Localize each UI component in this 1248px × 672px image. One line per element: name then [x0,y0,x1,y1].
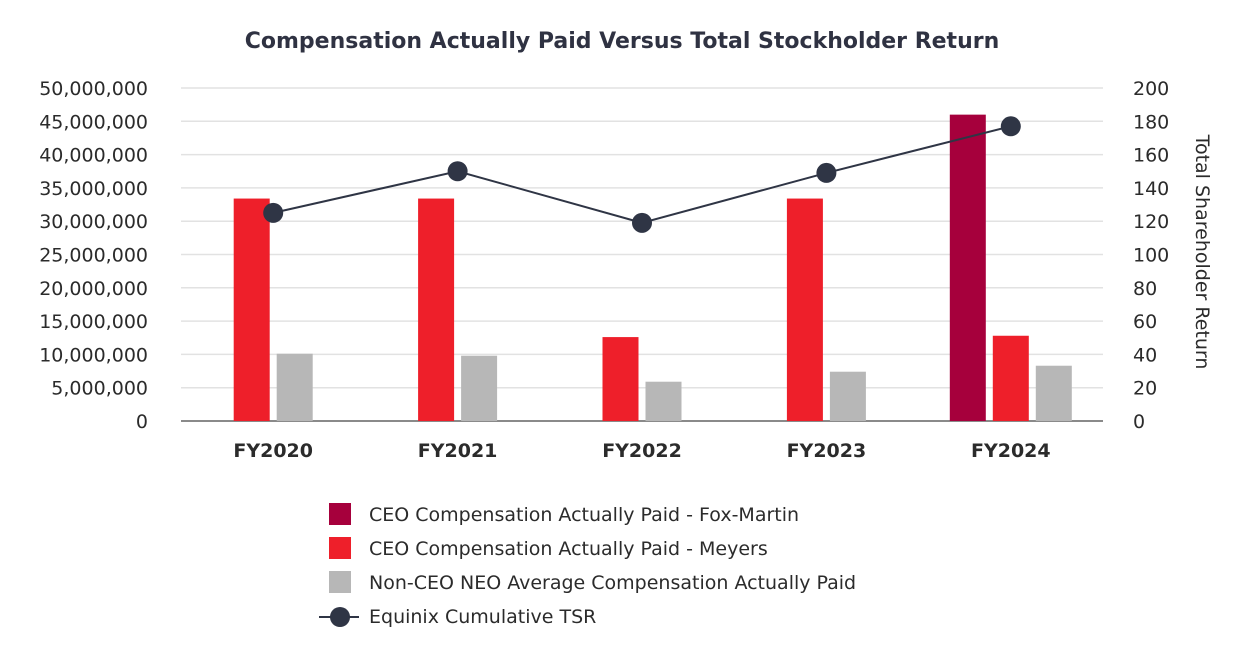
left-tick-label: 45,000,000 [39,111,148,133]
bar-fy2024 [992,335,1029,421]
legend-swatch [329,571,351,593]
left-tick-label: 30,000,000 [39,211,148,233]
bars [233,114,1072,421]
tsr-line [263,116,1021,233]
right-axis: 0 20 40 60 80 100 120 140 160 180 200 [1133,78,1169,433]
x-tick-label: FY2022 [602,440,682,462]
tsr-point [1000,116,1021,137]
bar-fy2023 [786,198,823,421]
left-tick-label: 0 [136,411,148,433]
right-tick-label: 0 [1133,411,1145,433]
left-tick-label: 10,000,000 [39,344,148,366]
right-tick-label: 160 [1133,145,1169,167]
right-tick-label: 120 [1133,211,1169,233]
bar-fy2024 [1035,365,1072,421]
tsr-line-path [272,125,1012,224]
x-axis: FY2020 FY2021 FY2022 FY2023 FY2024 [233,440,1050,462]
right-tick-label: 20 [1133,378,1157,400]
x-tick-label: FY2024 [971,440,1051,462]
bar-fy2021 [418,198,455,421]
bar-fy2022 [645,381,682,421]
tsr-point [447,161,468,182]
legend: CEO Compensation Actually Paid - Fox-Mar… [319,503,856,628]
x-tick-label: FY2023 [787,440,867,462]
right-axis-label: Total Shareholder Return [1191,134,1213,370]
right-tick-label: 100 [1133,245,1169,267]
left-tick-label: 35,000,000 [39,178,148,200]
left-axis: 0 5,000,000 10,000,000 15,000,000 20,000,000… [39,78,148,433]
x-tick-label: FY2020 [233,440,313,462]
tsr-point [263,202,284,223]
right-tick-label: 80 [1133,278,1157,300]
left-tick-label: 40,000,000 [39,145,148,167]
bar-fy2022 [602,337,639,421]
legend-label: CEO Compensation Actually Paid - Fox-Mar… [369,504,799,526]
legend-marker [330,607,350,627]
left-tick-label: 15,000,000 [39,311,148,333]
bar-fy2020 [276,353,313,421]
legend-swatch [329,537,351,559]
right-tick-label: 40 [1133,344,1157,366]
bar-fy2021 [461,355,498,421]
right-tick-label: 60 [1133,311,1157,333]
tsr-point [816,162,837,183]
legend-label: Equinix Cumulative TSR [369,606,596,628]
bar-fy2020 [233,198,270,421]
left-tick-label: 5,000,000 [51,378,148,400]
bar-fy2023 [829,371,866,421]
left-tick-label: 50,000,000 [39,78,148,100]
tsr-point [632,212,652,233]
right-tick-label: 180 [1133,111,1169,133]
left-tick-label: 25,000,000 [39,245,148,267]
legend-label: Non-CEO NEO Average Compensation Actuall… [369,572,856,594]
right-tick-label: 140 [1133,178,1169,200]
legend-label: CEO Compensation Actually Paid - Meyers [369,538,768,560]
legend-swatch [329,503,351,525]
chart-title: Compensation Actually Paid Versus Total … [245,29,1000,54]
right-tick-label: 200 [1133,78,1169,100]
x-tick-label: FY2021 [418,440,498,462]
bar-fy2024 [949,114,986,421]
left-tick-label: 20,000,000 [39,278,148,300]
